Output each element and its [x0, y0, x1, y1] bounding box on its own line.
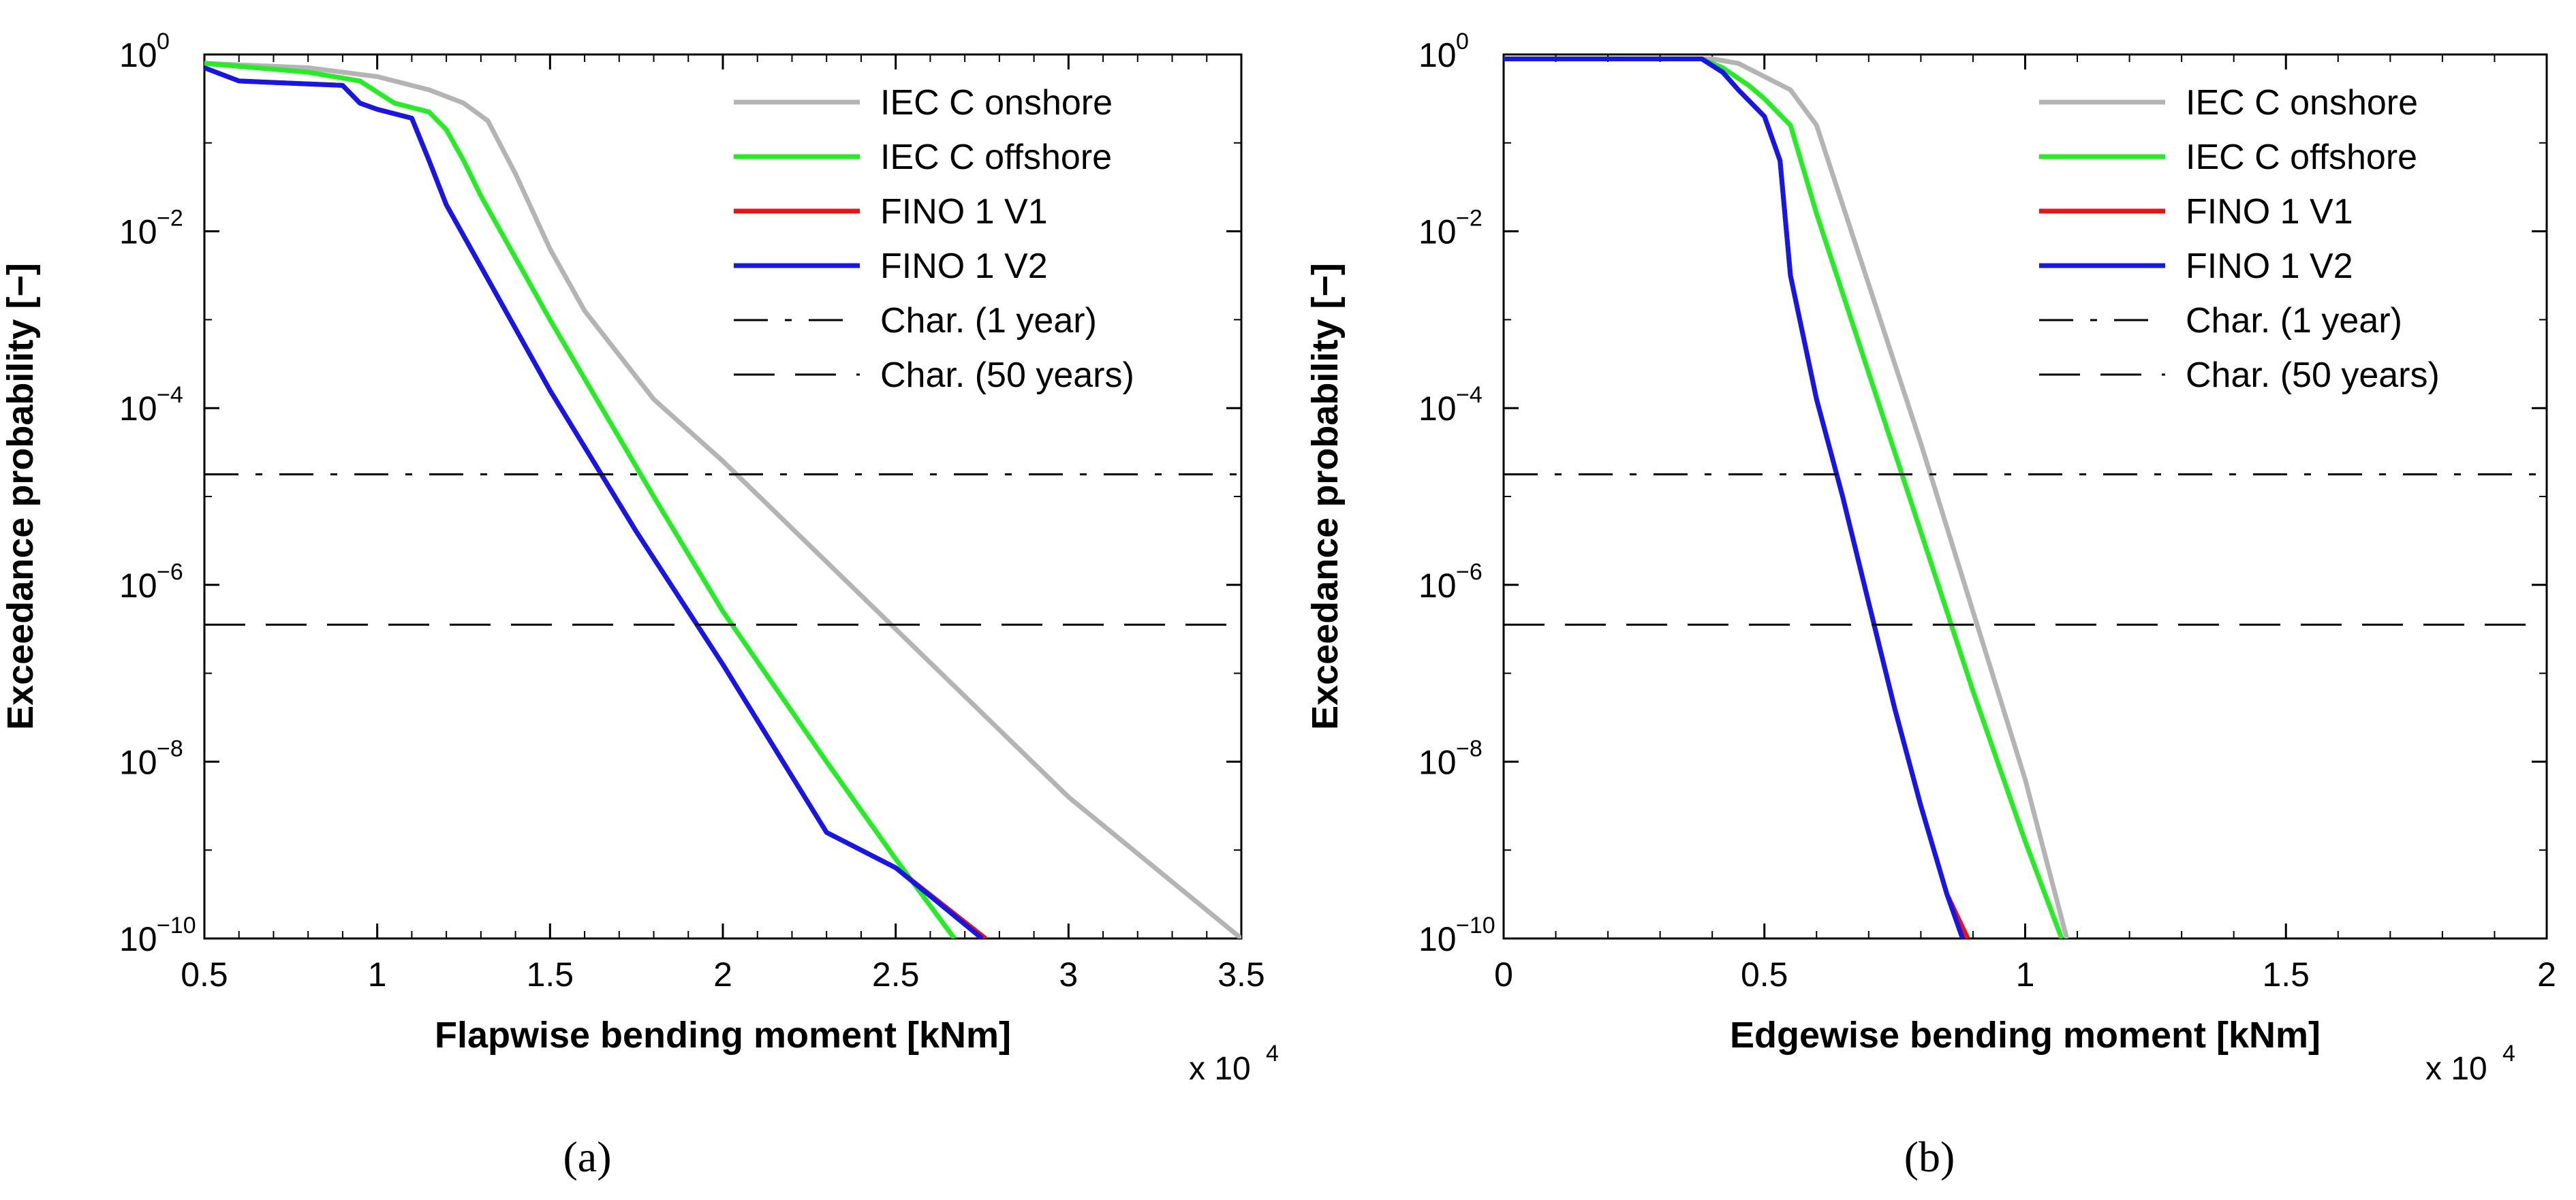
legend-label: FINO 1 V2 — [2186, 247, 2353, 286]
series-line-fino-1-v1 — [1504, 57, 1970, 938]
series-line-fino-1-v2 — [204, 65, 984, 938]
y-tick-exponent: −2 — [1456, 206, 1483, 232]
plot-area — [1504, 57, 2547, 938]
series-line-iec-c-offshore — [204, 61, 957, 938]
legend-label: IEC C offshore — [880, 138, 1112, 177]
x-tick-label: 3.5 — [1217, 956, 1265, 994]
x-tick-label: 0.5 — [181, 956, 228, 994]
legend-label: IEC C offshore — [2186, 138, 2417, 177]
y-tick-label: 10 — [1418, 567, 1457, 605]
legend-label: FINO 1 V1 — [880, 192, 1048, 232]
y-axis-title: Exceedance probability [−] — [1305, 263, 1346, 730]
plot-area — [204, 61, 1241, 938]
series-line-iec-c-onshore — [1504, 57, 2070, 938]
x-multiplier-exponent: 4 — [2502, 1041, 2515, 1067]
y-tick-label: 10 — [1418, 743, 1457, 781]
plot-frame — [203, 53, 1243, 940]
x-tick-label: 1.5 — [527, 956, 574, 994]
y-tick-exponent: −10 — [157, 913, 196, 938]
legend-label: IEC C onshore — [2186, 83, 2418, 123]
series-line-iec-c-onshore — [204, 61, 1241, 938]
y-tick-label: 10 — [119, 213, 157, 251]
legend-label: Char. (1 year) — [2186, 301, 2402, 341]
y-tick-label: 10 — [1418, 390, 1457, 428]
x-tick-label: 1.5 — [2262, 956, 2310, 994]
x-tick-label: 2 — [713, 956, 732, 994]
y-tick-exponent: −6 — [1456, 559, 1483, 585]
legend-label: Char. (50 years) — [880, 356, 1134, 395]
y-tick-label: 10 — [1418, 920, 1457, 958]
x-tick-label: 3 — [1059, 956, 1078, 994]
legend-label: Char. (1 year) — [880, 301, 1097, 341]
y-tick-label: 10 — [119, 36, 157, 74]
x-axis-title: Edgewise bending moment [kNm] — [1730, 1015, 2321, 1056]
panel-label: (b) — [1904, 1133, 1955, 1181]
x-multiplier: x 10 — [1189, 1051, 1251, 1087]
x-multiplier-exponent: 4 — [1266, 1041, 1279, 1067]
y-tick-label: 10 — [119, 567, 157, 605]
x-tick-label: 2.5 — [872, 956, 920, 994]
series-line-iec-c-offshore — [1504, 57, 2064, 938]
panel-label: (a) — [563, 1133, 611, 1181]
y-tick-exponent: −8 — [1456, 736, 1483, 761]
series-line-fino-1-v2 — [1504, 57, 1965, 938]
legend-label: FINO 1 V1 — [2186, 192, 2353, 232]
y-tick-label: 10 — [1418, 213, 1457, 251]
y-tick-exponent: −8 — [157, 736, 183, 761]
y-tick-exponent: −10 — [1456, 913, 1495, 938]
x-tick-label: 1 — [2016, 956, 2035, 994]
legend-label: FINO 1 V2 — [880, 247, 1048, 286]
y-tick-exponent: −6 — [157, 559, 183, 585]
y-tick-exponent: 0 — [157, 29, 170, 54]
y-tick-exponent: 0 — [1456, 29, 1469, 54]
x-tick-label: 0 — [1494, 956, 1513, 994]
x-tick-label: 2 — [2537, 956, 2556, 994]
series-line-fino-1-v1 — [204, 65, 987, 938]
y-tick-label: 10 — [119, 390, 157, 428]
y-tick-exponent: −2 — [157, 206, 183, 232]
x-axis-title: Flapwise bending moment [kNm] — [435, 1015, 1011, 1056]
legend-label: Char. (50 years) — [2186, 356, 2440, 395]
y-tick-exponent: −4 — [157, 382, 183, 408]
plot-frame — [1502, 53, 2548, 940]
y-tick-label: 10 — [119, 743, 157, 781]
y-tick-exponent: −4 — [1456, 382, 1483, 408]
y-axis-title: Exceedance probability [−] — [0, 263, 41, 730]
x-tick-label: 1 — [368, 956, 387, 994]
x-tick-label: 0.5 — [1741, 956, 1788, 994]
x-multiplier: x 10 — [2425, 1051, 2487, 1087]
y-tick-label: 10 — [1418, 36, 1457, 74]
y-tick-label: 10 — [119, 920, 157, 958]
legend-label: IEC C onshore — [880, 83, 1113, 123]
